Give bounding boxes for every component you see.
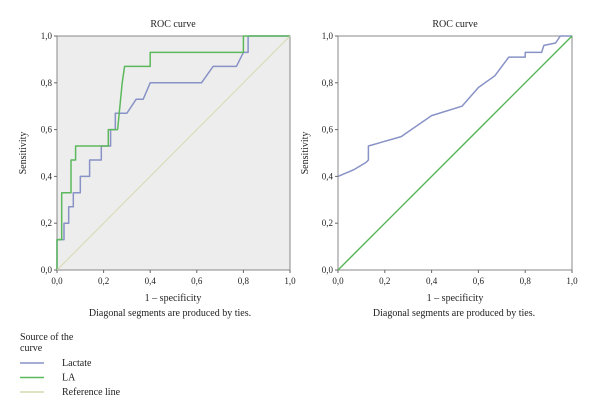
legend-label-reference-line: Reference line	[62, 387, 121, 398]
left-chart: 0,0 0,2 0,4 0,6 0,8 1,0 0,0 0,2 0,4 0,6 0,8 1,0 RO…	[18, 19, 296, 319]
left-reference-line-line	[56, 35, 291, 271]
right-y-tick-label: 1,0	[322, 31, 334, 41]
right-plot-lines	[337, 35, 573, 271]
left-y-tick-label: 0,4	[41, 171, 53, 181]
right-x-tick-label: 0,4	[426, 276, 438, 286]
left-x-tick-label: 0,6	[191, 276, 203, 286]
left-x-tick-label: 0,2	[98, 276, 109, 286]
right-chart: 0,0 0,2 0,4 0,6 0,8 1,0 0,0 0,2 0,4 0,6 0,8 1,0 RO…	[300, 19, 578, 319]
right-x-tick-label: 0,0	[332, 276, 344, 286]
left-y-tick-label: 0,8	[41, 78, 53, 88]
legend-items: Lactate LA Reference line	[20, 358, 121, 398]
legend-label-la: LA	[62, 373, 76, 384]
right-y-tick-label: 0,4	[322, 171, 334, 181]
right-y-tick-label: 0,2	[322, 218, 333, 228]
right-y-tick-label: 0,0	[322, 265, 334, 275]
right-series-2-line	[337, 35, 573, 271]
right-y-tick-label: 0,6	[322, 125, 334, 135]
left-footnote: Diagonal segments are produced by ties.	[89, 308, 251, 319]
left-x-axis-label: 1 – specificity	[145, 293, 202, 304]
left-lactate-line	[56, 35, 290, 270]
left-x-ticks: 0,0 0,2 0,4 0,6 0,8 1,0	[51, 270, 296, 286]
right-y-ticks: 0,0 0,2 0,4 0,6 0,8 1,0	[322, 31, 338, 275]
right-x-tick-label: 0,8	[520, 276, 532, 286]
left-y-tick-label: 0,2	[41, 218, 52, 228]
right-x-tick-label: 0,6	[473, 276, 485, 286]
right-chart-title: ROC curve	[432, 19, 478, 30]
legend: Source of the curve Lactate LA Reference l…	[20, 332, 121, 398]
left-plot-lines	[56, 35, 291, 271]
left-x-tick-label: 0,8	[238, 276, 250, 286]
right-x-axis-label: 1 – specificity	[427, 293, 484, 304]
left-chart-title: ROC curve	[150, 19, 196, 30]
left-y-axis-label: Sensitivity	[18, 132, 29, 175]
left-x-tick-label: 0,0	[51, 276, 63, 286]
legend-label-lactate: Lactate	[62, 358, 92, 369]
right-footnote: Diagonal segments are produced by ties.	[373, 308, 535, 319]
left-y-tick-label: 1,0	[41, 31, 53, 41]
right-y-axis-label: Sensitivity	[300, 132, 311, 175]
right-x-tick-label: 1,0	[566, 276, 578, 286]
left-x-tick-label: 0,4	[145, 276, 157, 286]
left-y-tick-label: 0,6	[41, 125, 53, 135]
left-la-line	[56, 35, 290, 270]
right-x-ticks: 0,0 0,2 0,4 0,6 0,8 1,0	[332, 270, 578, 286]
legend-title-line-1: Source of the	[20, 332, 74, 343]
right-x-tick-label: 0,2	[379, 276, 390, 286]
left-y-ticks: 0,0 0,2 0,4 0,6 0,8 1,0	[41, 31, 57, 275]
left-x-tick-label: 1,0	[284, 276, 296, 286]
right-y-tick-label: 0,8	[322, 78, 334, 88]
right-series-1-line	[337, 35, 572, 178]
left-y-tick-label: 0,0	[41, 265, 53, 275]
legend-title-line-2: curve	[20, 343, 43, 354]
